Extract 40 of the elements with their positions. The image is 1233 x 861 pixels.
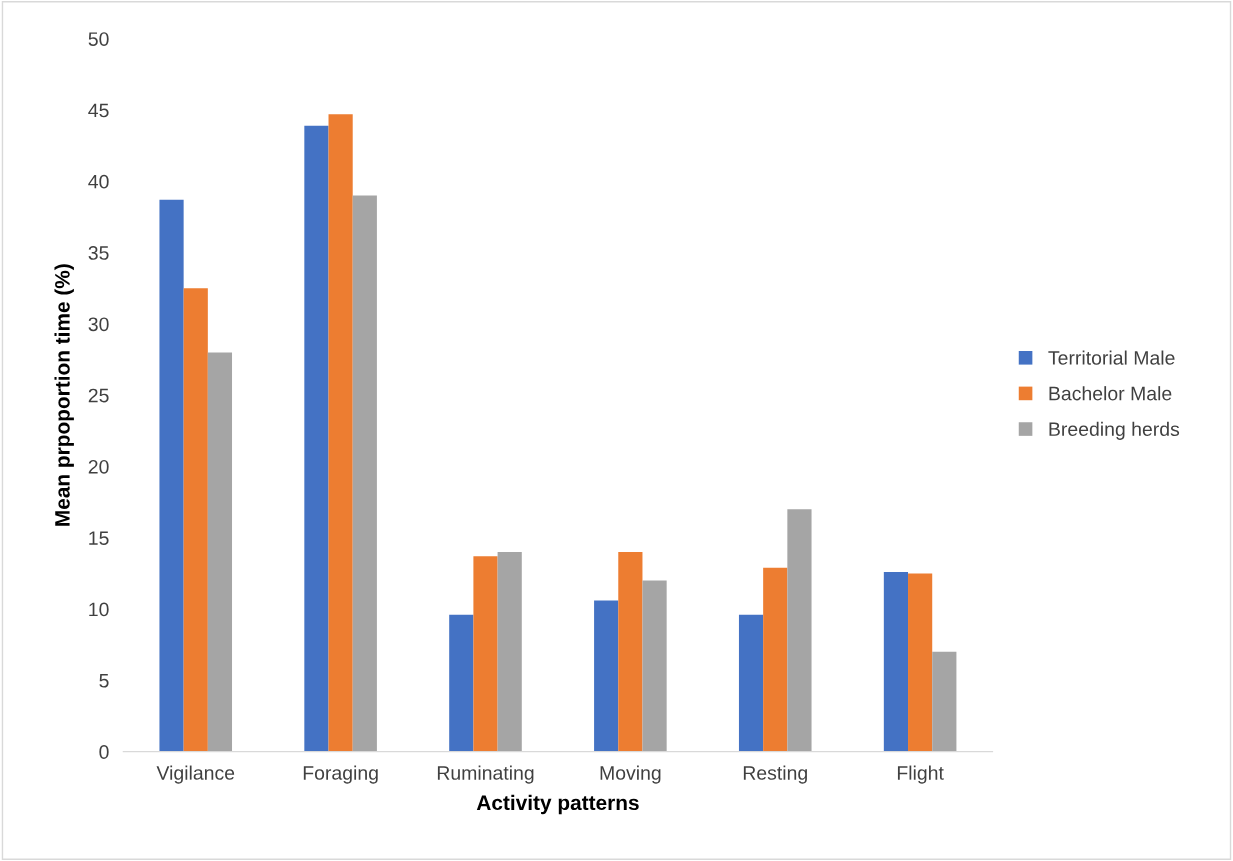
- y-tick-label: 0: [99, 745, 109, 759]
- bar: [352, 195, 377, 752]
- y-tick-label: 10: [89, 602, 109, 617]
- bar: [497, 552, 522, 752]
- y-tick-label: 30: [88, 317, 109, 332]
- bar: [883, 572, 909, 752]
- legend-label: Territorial Male: [1048, 350, 1175, 365]
- x-tick-label: Resting: [743, 765, 807, 784]
- x-tick-label: Foraging: [303, 765, 378, 784]
- bar: [618, 552, 643, 752]
- y-tick-label: 15: [89, 531, 109, 546]
- bar: [159, 199, 184, 752]
- bar: [328, 114, 353, 752]
- y-tick-label: 20: [88, 459, 109, 474]
- y-tick-label: 45: [88, 103, 109, 118]
- x-tick-label: Ruminating: [437, 765, 534, 784]
- bar: [787, 509, 812, 752]
- y-tick-label: 5: [99, 674, 109, 688]
- bar: [738, 614, 764, 752]
- bar: [932, 651, 957, 752]
- legend-label: Bachelor Male: [1049, 386, 1172, 401]
- bar: [594, 600, 619, 752]
- bar: [183, 288, 208, 752]
- y-axis-title: Mean prpoportion time (%): [54, 264, 74, 526]
- bar: [304, 125, 329, 752]
- bar: [763, 567, 788, 752]
- bar: [642, 580, 667, 752]
- x-tick-label: Moving: [600, 765, 661, 784]
- legend-label: Breeding herds: [1049, 421, 1180, 440]
- bar: [908, 573, 933, 752]
- bar: [449, 614, 474, 752]
- bar: [473, 556, 498, 752]
- y-tick-label: 50: [88, 32, 109, 46]
- bar: [207, 352, 233, 752]
- x-tick-label: Vigilance: [156, 765, 235, 784]
- x-axis-title: Activity patterns: [476, 794, 639, 815]
- y-tick-label: 25: [88, 388, 109, 403]
- y-tick-label: 35: [88, 246, 109, 260]
- y-tick-label: 40: [88, 174, 109, 189]
- x-tick-label: Flight: [897, 765, 944, 784]
